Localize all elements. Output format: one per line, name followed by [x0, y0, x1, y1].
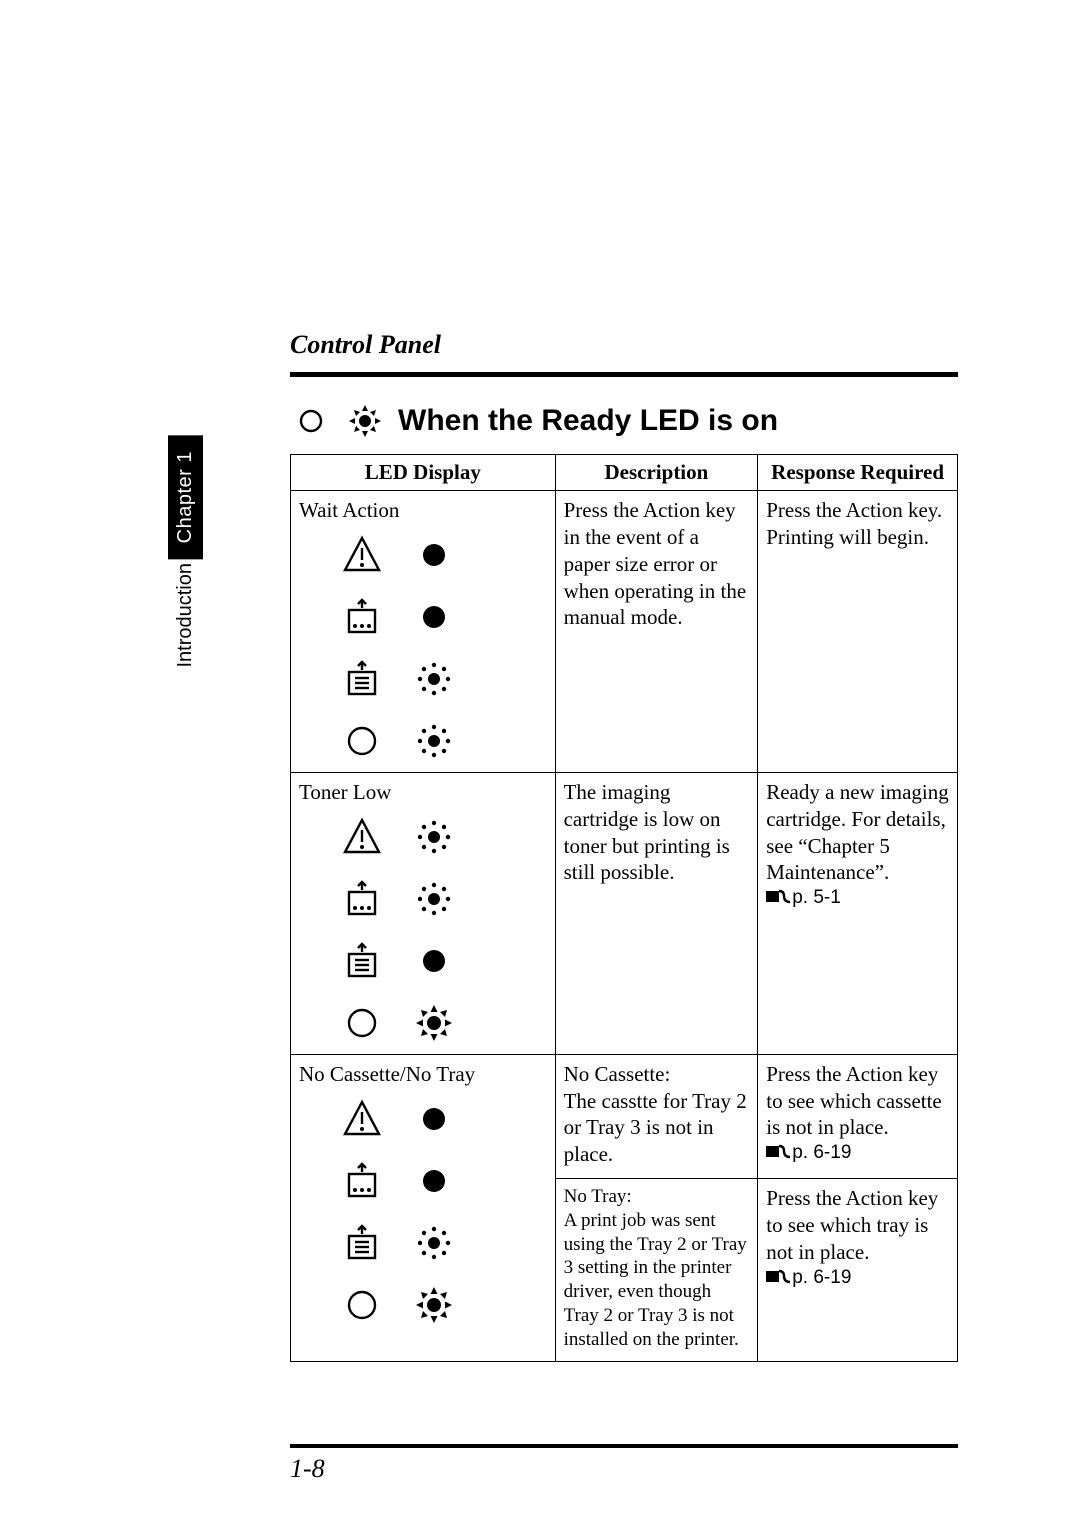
paper-icon	[341, 596, 383, 638]
ready-icon	[341, 1002, 383, 1044]
led-table: LED Display Description Response Require…	[290, 454, 958, 1362]
led-state-blink	[413, 878, 455, 920]
page-number: 1-8	[290, 1454, 325, 1484]
th-desc: Description	[555, 455, 758, 491]
led-state-blink	[413, 720, 455, 762]
led-row	[341, 1002, 547, 1044]
ready-icon	[290, 400, 332, 442]
led-grid	[341, 534, 547, 762]
resp-text: Press the Action key to see which tray i…	[766, 1185, 949, 1266]
desc-text: The casstte for Tray 2 or Tray 3 is not …	[564, 1088, 750, 1169]
led-cell: Toner Low	[291, 772, 556, 1054]
resp-text: Press the Action key. Printing will begi…	[766, 497, 949, 551]
on-state-icon	[344, 400, 386, 442]
led-row	[341, 534, 547, 576]
led-name: No Cassette/No Tray	[299, 1061, 547, 1088]
chapter-tab: Chapter 1	[168, 435, 203, 559]
desc-cell: No Cassette:The casstte for Tray 2 or Tr…	[555, 1054, 758, 1179]
header-title: Control Panel	[290, 330, 441, 360]
led-state-solid	[413, 1098, 455, 1140]
page-reference: p. 5-1	[766, 886, 949, 910]
resp-text: Press the Action key to see which casset…	[766, 1061, 949, 1142]
resp-cell: Press the Action key to see which casset…	[758, 1054, 958, 1179]
section-title: When the Ready LED is on	[290, 400, 778, 442]
table-header-row: LED Display Description Response Require…	[291, 455, 958, 491]
led-name: Wait Action	[299, 497, 547, 524]
ready-icon	[341, 1284, 383, 1326]
footer-rule	[290, 1444, 958, 1448]
tray-icon	[341, 940, 383, 982]
resp-cell: Press the Action key to see which tray i…	[758, 1179, 958, 1362]
led-state-blink	[413, 816, 455, 858]
paper-icon	[341, 878, 383, 920]
led-state-solid	[413, 940, 455, 982]
page: Chapter 1 Introduction Control Panel Whe…	[0, 0, 1080, 1528]
led-state-on	[413, 1002, 455, 1044]
desc-cell: The imaging cartridge is low on toner bu…	[555, 772, 758, 1054]
warning-icon	[341, 1098, 383, 1140]
side-tab: Chapter 1 Introduction	[155, 435, 215, 678]
led-row	[341, 878, 547, 920]
desc-cell: Press the Action key in the event of a p…	[555, 490, 758, 772]
resp-text: Ready a new imaging cartridge. For detai…	[766, 779, 949, 887]
led-row	[341, 940, 547, 982]
led-name: Toner Low	[299, 779, 547, 806]
th-resp: Response Required	[758, 455, 958, 491]
resp-cell: Ready a new imaging cartridge. For detai…	[758, 772, 958, 1054]
ready-icon	[341, 720, 383, 762]
led-row	[341, 596, 547, 638]
led-row	[341, 658, 547, 700]
page-reference: p. 6-19	[766, 1266, 949, 1290]
led-grid	[341, 816, 547, 1044]
tray-icon	[341, 1222, 383, 1264]
table-row: Toner Low The imaging cartridge is low on…	[291, 772, 958, 1054]
paper-icon	[341, 1160, 383, 1202]
led-state-solid	[413, 596, 455, 638]
desc-cell: No Tray:A print job was sent using the T…	[555, 1179, 758, 1362]
led-row	[341, 720, 547, 762]
desc-title: No Tray:	[564, 1185, 750, 1209]
led-row	[341, 1098, 547, 1140]
led-row	[341, 816, 547, 858]
table-row: Wait Action Press the Action key in the e…	[291, 490, 958, 772]
led-row	[341, 1284, 547, 1326]
desc-title: No Cassette:	[564, 1061, 750, 1088]
led-cell: No Cassette/No Tray	[291, 1054, 556, 1362]
header-rule	[290, 372, 958, 377]
tray-icon	[341, 658, 383, 700]
desc-text: A print job was sent using the Tray 2 or…	[564, 1209, 750, 1352]
th-led: LED Display	[291, 455, 556, 491]
led-row	[341, 1222, 547, 1264]
led-state-blink	[413, 1222, 455, 1264]
led-row	[341, 1160, 547, 1202]
warning-icon	[341, 816, 383, 858]
resp-cell: Press the Action key. Printing will begi…	[758, 490, 958, 772]
section-tab: Introduction	[174, 563, 197, 678]
page-reference: p. 6-19	[766, 1141, 949, 1165]
section-title-text: When the Ready LED is on	[398, 404, 778, 438]
table-row: No Cassette/No Tray No Cassette:The casst…	[291, 1054, 958, 1179]
led-state-on	[413, 1284, 455, 1326]
led-state-blink	[413, 658, 455, 700]
led-grid	[341, 1098, 547, 1326]
warning-icon	[341, 534, 383, 576]
led-state-solid	[413, 1160, 455, 1202]
led-cell: Wait Action	[291, 490, 556, 772]
led-state-solid	[413, 534, 455, 576]
